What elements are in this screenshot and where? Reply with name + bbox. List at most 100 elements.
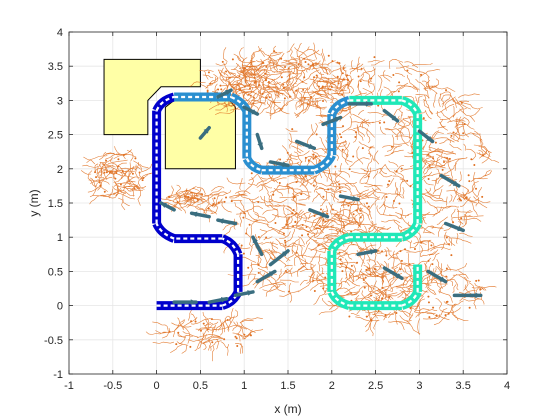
- tree-node: [304, 156, 307, 159]
- tree-node: [422, 117, 425, 120]
- tree-node: [265, 236, 268, 239]
- heading-arrowhead-24: [369, 249, 376, 255]
- tree-node: [315, 133, 318, 136]
- x-tick-label-2: 0: [154, 380, 160, 392]
- tree-node: [370, 319, 373, 322]
- tree-node: [364, 276, 367, 279]
- tree-node: [319, 208, 322, 211]
- tree-node: [248, 87, 251, 90]
- tree-node: [359, 216, 362, 219]
- tree-region-0: [263, 56, 500, 281]
- tree-node: [249, 94, 252, 97]
- tree-node: [475, 187, 478, 190]
- tree-node: [369, 146, 372, 149]
- tree-node: [284, 244, 287, 247]
- path-centerline-turn-right-2: [245, 158, 263, 172]
- tree-node: [312, 279, 315, 282]
- tree-node: [468, 180, 471, 183]
- tree-node: [274, 222, 277, 225]
- tree-node: [105, 171, 108, 174]
- tree-node: [305, 225, 308, 228]
- tree-node: [450, 134, 453, 137]
- tree-node: [220, 88, 223, 91]
- tree-node: [142, 176, 145, 179]
- tree-node: [377, 310, 380, 313]
- tree-node: [404, 248, 407, 251]
- tree-node: [383, 121, 386, 124]
- tree-node: [346, 74, 349, 77]
- tree-node: [301, 224, 304, 227]
- tree-node: [356, 261, 359, 264]
- tree-node: [441, 168, 444, 171]
- heading-arrowhead-8: [160, 202, 167, 208]
- tree-node: [331, 208, 334, 211]
- x-tick-label-0: -1: [64, 380, 74, 392]
- tree-node: [477, 279, 480, 282]
- tree-node: [448, 243, 451, 246]
- tree-node: [217, 201, 220, 204]
- heading-arrows: [159, 88, 483, 306]
- tree-node: [322, 287, 325, 290]
- heading-arrowhead-10: [225, 90, 232, 96]
- tree-node: [177, 331, 180, 334]
- tree-node: [265, 65, 268, 68]
- tree-node: [367, 175, 370, 178]
- y-tick-label-7: 2.5: [48, 130, 63, 142]
- tree-node: [342, 125, 345, 128]
- tree-node: [264, 72, 267, 75]
- tree-node: [360, 67, 363, 70]
- tree-node: [330, 86, 333, 89]
- tree-node: [434, 141, 437, 144]
- x-axis-ticks: -1 -0.5 0 0.5 1 1.5 2 2.5 3 3.5 4: [64, 32, 510, 392]
- tree-node: [427, 295, 430, 298]
- tree-node: [341, 148, 344, 151]
- tree-node: [291, 212, 294, 215]
- tree-node: [239, 88, 242, 91]
- tree-node: [446, 300, 449, 303]
- heading-arrowhead-4: [282, 250, 288, 257]
- tree-node: [235, 337, 238, 340]
- tree-node: [99, 184, 102, 187]
- tree-node: [117, 158, 120, 161]
- tree-node: [411, 152, 414, 155]
- tree-node: [428, 316, 431, 319]
- tree-node: [257, 200, 260, 203]
- tree-node: [350, 292, 353, 295]
- tree-node: [284, 241, 287, 244]
- tree-node: [244, 67, 247, 70]
- tree-node: [445, 236, 448, 239]
- tree-node: [355, 209, 358, 212]
- tree-node: [168, 330, 171, 333]
- tree-node: [362, 278, 365, 281]
- tree-node: [187, 195, 190, 198]
- tree-node: [302, 88, 305, 91]
- tree-node: [267, 80, 270, 83]
- tree-node: [225, 196, 228, 199]
- tree-node: [377, 299, 380, 302]
- tree-node: [347, 204, 350, 207]
- tree-node: [467, 174, 470, 177]
- tree-node: [207, 71, 210, 74]
- tree-node: [428, 164, 431, 167]
- tree-node: [236, 344, 239, 347]
- tree-node: [278, 181, 281, 184]
- tree-node: [279, 158, 282, 161]
- tree-node: [465, 196, 468, 199]
- tree-node: [322, 99, 325, 102]
- tree-node: [282, 83, 285, 86]
- tree-node: [175, 343, 178, 346]
- obstacle-1: [103, 58, 201, 136]
- tree-node: [313, 215, 316, 218]
- tree-node: [268, 96, 271, 99]
- tree-node: [199, 329, 202, 332]
- heading-arrowhead-23: [395, 273, 402, 279]
- tree-node: [348, 168, 351, 171]
- tree-node: [392, 73, 395, 76]
- heading-arrowhead-25: [321, 212, 328, 218]
- heading-arrowhead-16: [365, 100, 372, 107]
- tree-node: [212, 203, 215, 206]
- tree-node: [123, 153, 126, 156]
- tree-node: [448, 157, 451, 160]
- tree-node: [338, 62, 341, 65]
- tree-node: [388, 180, 391, 183]
